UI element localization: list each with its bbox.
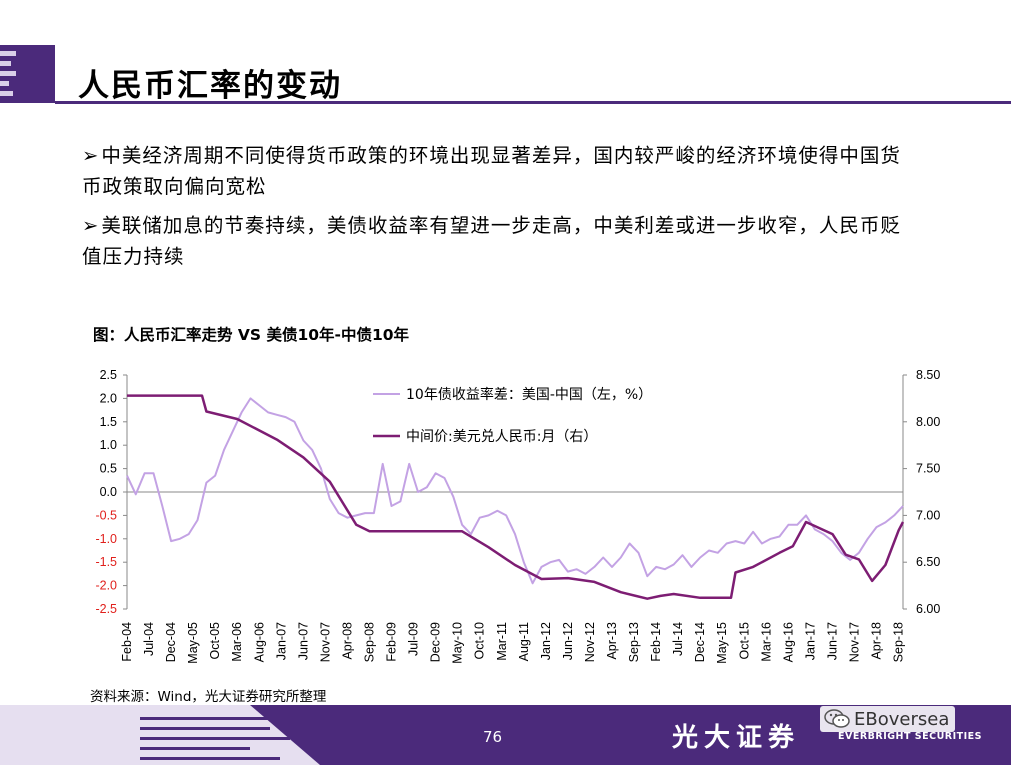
page-title: 人民币汇率的变动 bbox=[78, 68, 342, 104]
y-right-tick-label: 7.00 bbox=[916, 508, 940, 522]
wechat-icon bbox=[824, 709, 850, 728]
x-tick-label: Feb-04 bbox=[120, 622, 134, 662]
x-tick-label: Dec-04 bbox=[164, 622, 178, 662]
fx-series-line bbox=[127, 394, 905, 600]
y-right-tick-label: 6.50 bbox=[916, 555, 940, 569]
bullet-text: 美联储加息的节奏持续，美债收益率有望进一步走高，中美利差或进一步收窄，人民币贬值… bbox=[82, 214, 901, 268]
x-tick-label: Aug-16 bbox=[781, 622, 795, 662]
x-tick-label: May-05 bbox=[186, 622, 200, 664]
arrow-bullet-icon: ➢ bbox=[82, 214, 100, 237]
x-tick-label: Apr-18 bbox=[870, 622, 884, 660]
x-tick-label: Jul-14 bbox=[671, 622, 685, 656]
footer-band bbox=[0, 705, 1011, 765]
bullet-item: ➢ 美联储加息的节奏持续，美债收益率有望进一步走高，中美利差或进一步收窄，人民币贬… bbox=[82, 210, 912, 272]
y-left-tick-label: -2.0 bbox=[95, 579, 117, 593]
x-tick-label: May-15 bbox=[715, 622, 729, 664]
y-left-tick-label: 1.0 bbox=[100, 438, 117, 452]
y-left-tick-label: 0.0 bbox=[100, 485, 117, 499]
bullet-text: 中美经济周期不同使得货币政策的环境出现显著差异，国内较严峻的经济环境使得中国货币… bbox=[82, 144, 901, 198]
x-tick-label: Apr-13 bbox=[605, 622, 619, 660]
y-left-tick-label: -1.0 bbox=[95, 532, 117, 546]
line-chart: 2.5 2.0 1.5 1.0 0.5 0.0 -0.5 -1.0 -1.5 -2.0 -2.5 8.… bbox=[95, 368, 940, 664]
x-tick-label: Feb-14 bbox=[649, 622, 663, 662]
bullet-item: ➢ 中美经济周期不同使得货币政策的环境出现显著差异，国内较严峻的经济环境使得中国货… bbox=[82, 140, 912, 202]
bullet-list: ➢ 中美经济周期不同使得货币政策的环境出现显著差异，国内较严峻的经济环境使得中国货… bbox=[82, 140, 912, 280]
x-tick-label: Sep-13 bbox=[627, 622, 641, 662]
x-tick-label: May-10 bbox=[451, 622, 465, 664]
x-tick-label: Dec-14 bbox=[693, 622, 707, 662]
x-tick-label: Jan-12 bbox=[539, 622, 553, 660]
x-tick-label: Oct-10 bbox=[473, 622, 487, 660]
y-left-tick-label: 1.5 bbox=[100, 415, 117, 429]
y-right-tick-label: 8.50 bbox=[916, 368, 940, 382]
source-note: 资料来源：Wind，光大证券研究所整理 bbox=[90, 689, 327, 705]
legend-label: 10年债收益率差：美国-中国（左，%） bbox=[406, 386, 652, 403]
corner-logo bbox=[0, 45, 55, 103]
legend-label: 中间价:美元兑人民币:月（右） bbox=[406, 429, 597, 445]
x-tick-label: Oct-15 bbox=[737, 622, 751, 660]
x-tick-label: Jul-04 bbox=[142, 622, 156, 656]
watermark-text: EBoversea bbox=[854, 708, 950, 730]
x-tick-label: Mar-06 bbox=[230, 622, 244, 662]
x-tick-label: Sep-18 bbox=[892, 622, 906, 662]
chart-title: 图：人民币汇率走势 VS 美债10年-中债10年 bbox=[93, 326, 410, 344]
brand-name-en: EVERBRIGHT SECURITIES bbox=[838, 731, 982, 742]
watermark: EBoversea bbox=[820, 706, 956, 732]
x-tick-label: Jan-17 bbox=[803, 622, 817, 660]
y-left-tick-label: 2.0 bbox=[100, 391, 117, 405]
x-tick-label: Mar-11 bbox=[495, 622, 509, 661]
x-tick-label: Aug-11 bbox=[517, 622, 531, 661]
x-tick-label: Dec-09 bbox=[429, 622, 443, 662]
y-left-tick-label: -1.5 bbox=[95, 555, 117, 569]
spread-series-line bbox=[126, 397, 904, 585]
x-tick-label: Aug-06 bbox=[252, 622, 266, 662]
x-tick-label: Jun-17 bbox=[825, 622, 839, 660]
y-right-tick-label: 7.50 bbox=[916, 462, 940, 476]
x-tick-label: Jun-07 bbox=[296, 622, 310, 660]
y-left-tick-label: -0.5 bbox=[95, 508, 117, 522]
x-tick-label: Oct-05 bbox=[208, 622, 222, 660]
x-tick-label: Nov-07 bbox=[318, 622, 332, 662]
x-tick-label: Jun-12 bbox=[561, 622, 575, 660]
arrow-bullet-icon: ➢ bbox=[82, 144, 100, 167]
x-tick-label: Mar-16 bbox=[759, 622, 773, 662]
x-tick-label: Nov-12 bbox=[583, 622, 597, 662]
y-right-tick-label: 8.00 bbox=[916, 415, 940, 429]
x-tick-label: Sep-08 bbox=[363, 622, 377, 662]
brand-name-cn: 光大证券 bbox=[672, 723, 801, 753]
y-left-tick-label: -2.5 bbox=[95, 602, 117, 616]
x-tick-label: Feb-09 bbox=[385, 622, 399, 662]
y-left-tick-label: 0.5 bbox=[100, 462, 117, 476]
x-tick-label: Jan-07 bbox=[274, 622, 288, 660]
x-tick-label: Jul-09 bbox=[407, 622, 421, 656]
x-tick-label: Apr-08 bbox=[340, 622, 354, 660]
page-number: 76 bbox=[483, 728, 503, 746]
x-tick-label: Nov-17 bbox=[848, 622, 862, 662]
y-left-tick-label: 2.5 bbox=[100, 368, 117, 382]
y-right-tick-label: 6.00 bbox=[916, 602, 940, 616]
title-rule bbox=[55, 101, 1011, 104]
